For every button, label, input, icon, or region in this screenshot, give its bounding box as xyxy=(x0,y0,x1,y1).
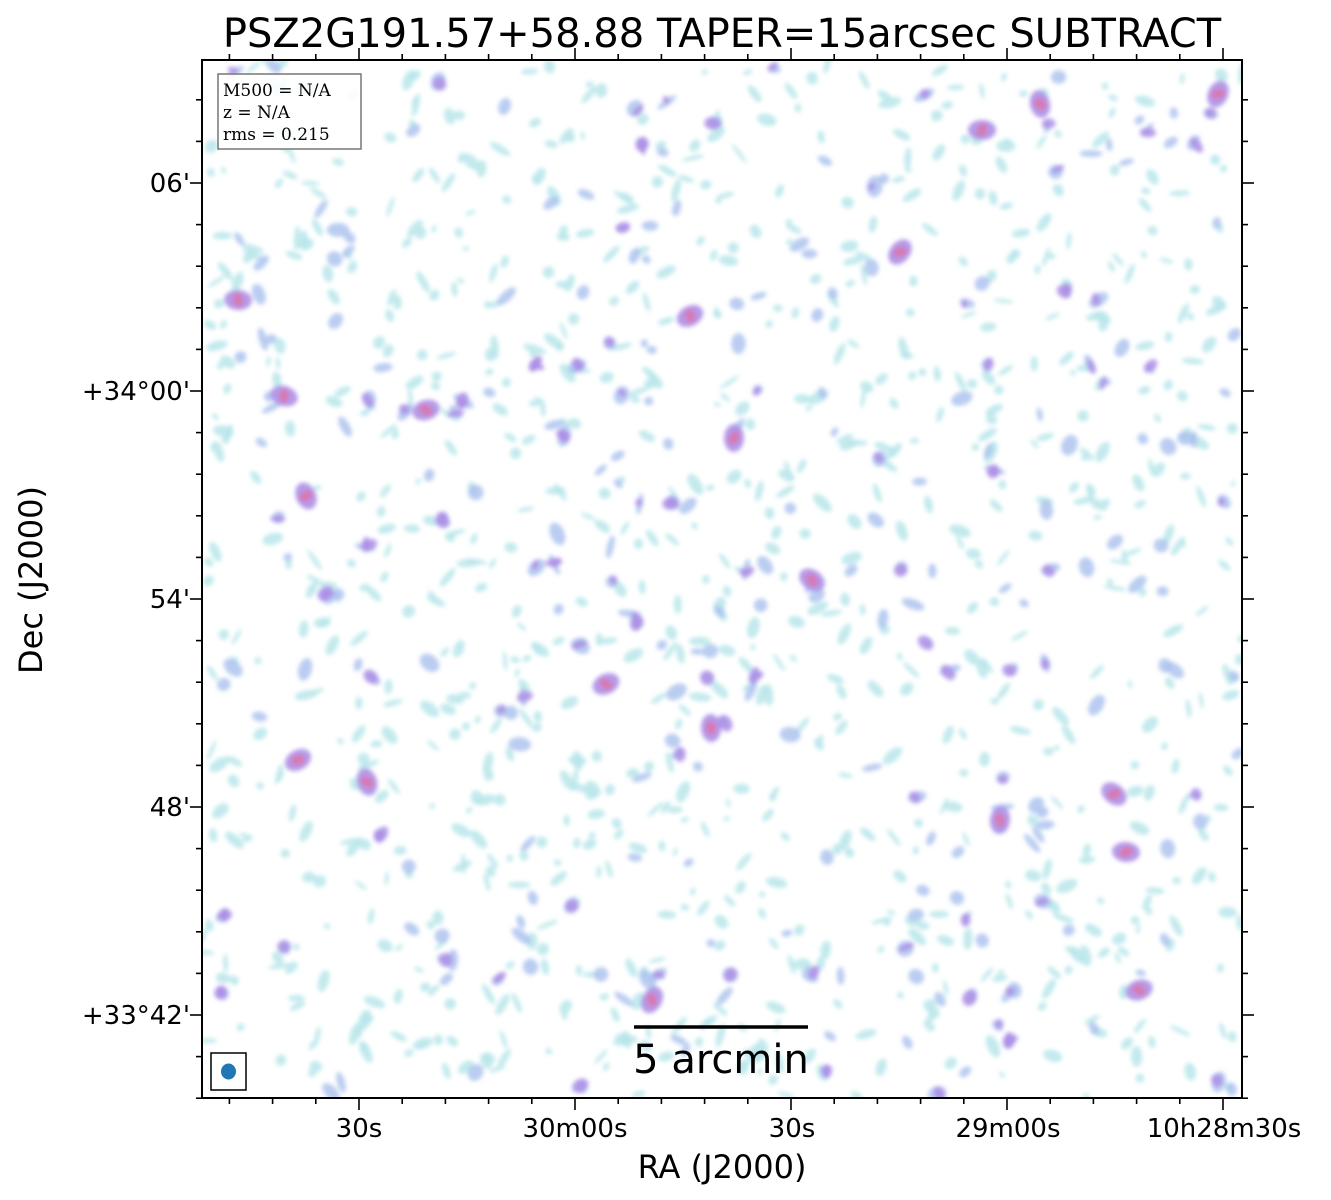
info-rms: rms = 0.215 xyxy=(223,125,330,145)
x-tick-label: 30s xyxy=(336,1114,383,1144)
x-tick-label: 10h28m30s xyxy=(1147,1114,1302,1144)
y-tick-label: +34°00' xyxy=(82,377,190,407)
x-axis-label: RA (J2000) xyxy=(638,1148,807,1186)
y-tick-label: +33°42' xyxy=(82,1001,190,1031)
plot-frame xyxy=(201,59,1243,1099)
info-redshift: z = N/A xyxy=(223,103,291,123)
y-tick-labels: 06' +34°00' 54' 48' +33°42' xyxy=(82,169,190,1031)
beam-ellipse xyxy=(221,1063,236,1080)
x-tick-label: 30s xyxy=(769,1114,816,1144)
info-box-frame xyxy=(217,73,362,150)
scale-bar: 5 arcmin xyxy=(633,1025,809,1083)
scale-bar-label: 5 arcmin xyxy=(633,1037,809,1083)
info-mass: M500 = N/A xyxy=(223,81,332,101)
y-tick-label: 48' xyxy=(150,793,190,823)
y-tick-label: 54' xyxy=(150,585,190,615)
x-tick-label: 29m00s xyxy=(955,1114,1060,1144)
y-axis-label: Dec (J2000) xyxy=(12,486,50,674)
axis-ticks xyxy=(190,48,1254,1110)
x-tick-labels: 30s 30m00s 30s 29m00s 10h28m30s xyxy=(336,1114,1302,1144)
x-tick-label: 30m00s xyxy=(522,1114,627,1144)
info-box: M500 = N/A z = N/A rms = 0.215 xyxy=(217,73,362,150)
y-tick-label: 06' xyxy=(150,169,190,199)
beam-indicator xyxy=(210,1052,247,1091)
figure-title: PSZ2G191.57+58.88 TAPER=15arcsec SUBTRAC… xyxy=(223,11,1222,57)
